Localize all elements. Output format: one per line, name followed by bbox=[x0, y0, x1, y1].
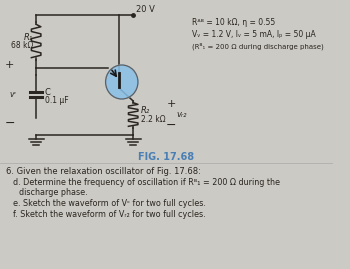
Text: −: − bbox=[4, 116, 15, 129]
Text: Vᵥ = 1.2 V, Iᵥ = 5 mA, Iₚ = 50 μA: Vᵥ = 1.2 V, Iᵥ = 5 mA, Iₚ = 50 μA bbox=[192, 30, 316, 39]
Circle shape bbox=[106, 65, 138, 99]
Text: R₁: R₁ bbox=[24, 33, 33, 41]
Text: f. Sketch the waveform of Vᵣ₂ for two full cycles.: f. Sketch the waveform of Vᵣ₂ for two fu… bbox=[13, 210, 206, 219]
Text: discharge phase.: discharge phase. bbox=[19, 188, 88, 197]
Text: +: + bbox=[167, 99, 176, 109]
Text: (Rᴮ₁ = 200 Ω during discharge phase): (Rᴮ₁ = 200 Ω during discharge phase) bbox=[192, 42, 324, 49]
Text: 2.2 kΩ: 2.2 kΩ bbox=[141, 115, 166, 124]
Text: C: C bbox=[45, 88, 51, 97]
Text: e. Sketch the waveform of Vᶜ for two full cycles.: e. Sketch the waveform of Vᶜ for two ful… bbox=[13, 199, 206, 208]
Text: FIG. 17.68: FIG. 17.68 bbox=[138, 152, 195, 162]
Text: −: − bbox=[166, 119, 176, 132]
Text: vᵣ₂: vᵣ₂ bbox=[176, 110, 187, 119]
Text: R₂: R₂ bbox=[141, 106, 150, 115]
Text: 20 V: 20 V bbox=[136, 5, 155, 14]
Text: Rᴬᴮ = 10 kΩ, η = 0.55: Rᴬᴮ = 10 kΩ, η = 0.55 bbox=[192, 18, 275, 27]
Text: 68 kΩ: 68 kΩ bbox=[11, 41, 33, 51]
Text: d. Determine the frequency of oscillation if Rᴮ₁ = 200 Ω during the: d. Determine the frequency of oscillatio… bbox=[13, 178, 280, 187]
Text: +: + bbox=[5, 60, 14, 70]
Text: vᶜ: vᶜ bbox=[10, 90, 17, 99]
Text: 6. Given the relaxation oscillator of Fig. 17.68:: 6. Given the relaxation oscillator of Fi… bbox=[6, 167, 201, 176]
Text: 0.1 μF: 0.1 μF bbox=[45, 96, 68, 105]
